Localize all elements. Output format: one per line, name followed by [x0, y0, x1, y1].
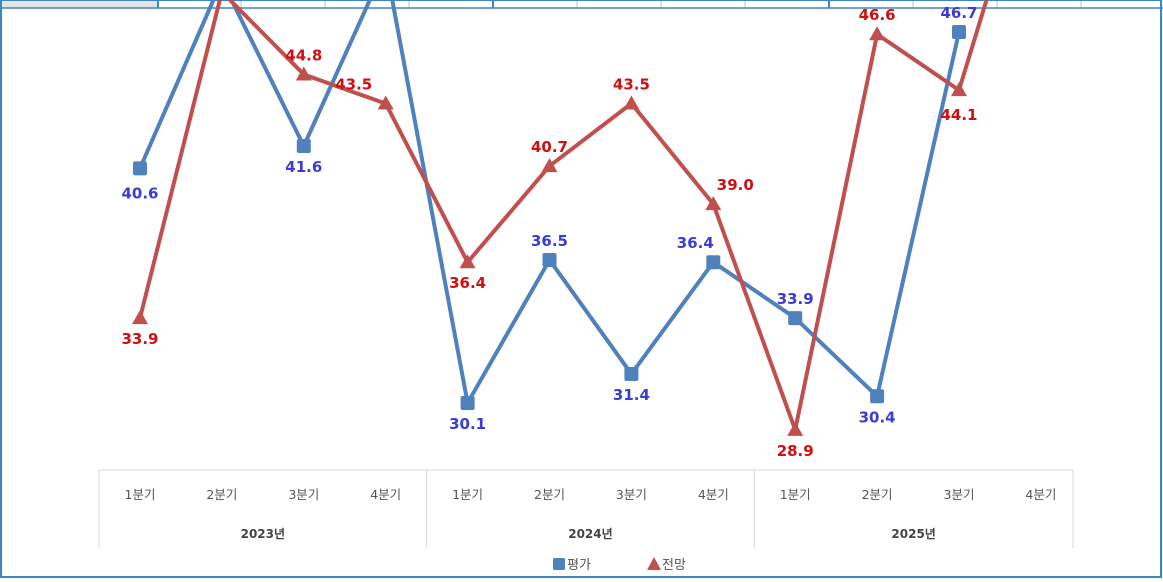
data-label: 28.9 — [777, 442, 814, 460]
x-tick-label: 1분기 — [452, 487, 483, 502]
x-tick-label: 1분기 — [780, 487, 811, 502]
data-label: 36.5 — [531, 232, 568, 250]
data-point-square — [133, 161, 147, 176]
legend-square-icon — [553, 558, 565, 570]
data-point-square — [870, 389, 885, 404]
legend-label: 평가 — [567, 558, 591, 573]
data-label: 40.6 — [121, 184, 158, 202]
header-strip-bg — [0, 0, 1163, 8]
data-point-triangle — [459, 254, 476, 269]
data-point-triangle — [705, 196, 722, 211]
data-label: 31.4 — [613, 386, 650, 404]
data-label: 44.8 — [285, 46, 322, 64]
x-tick-label: 4분기 — [698, 487, 729, 502]
data-point-triangle — [377, 95, 394, 110]
data-point-triangle — [132, 310, 148, 325]
x-tick-label: 3분기 — [616, 487, 647, 502]
legend-label: 전망 — [662, 558, 686, 573]
x-tick-label: 2분기 — [206, 487, 237, 502]
data-label: 46.7 — [940, 4, 977, 22]
data-point-triangle — [787, 421, 804, 436]
data-label: 36.4 — [677, 234, 714, 252]
series-line-forecast — [138, 0, 989, 432]
data-label: 36.4 — [449, 274, 486, 292]
data-label: 46.6 — [859, 6, 896, 24]
data-label: 44.1 — [940, 106, 977, 124]
data-point-triangle — [951, 82, 967, 97]
data-point-triangle — [869, 26, 886, 41]
legend-triangle-icon — [647, 557, 661, 570]
x-tick-label: 4분기 — [1025, 487, 1056, 502]
x-tick-label: 4분기 — [370, 487, 401, 502]
data-label: 39.0 — [717, 176, 754, 194]
data-point-square — [542, 252, 557, 267]
x-tick-label: 1분기 — [125, 487, 156, 502]
header-cell-selected — [0, 0, 158, 8]
data-label: 41.6 — [285, 158, 322, 176]
category-axis-table: 1분기 2분기 3분기 4분기 1분기 2분기 3분기 4분기 1분기 2분기 3분기 4분기 2023… — [98, 469, 1074, 548]
legend: 평가 전망 — [553, 557, 686, 573]
x-group-label: 2025년 — [891, 527, 935, 541]
x-tick-label: 3분기 — [288, 487, 319, 502]
data-point-triangle — [623, 95, 640, 110]
series-line-evaluation — [138, 0, 961, 405]
data-point-square — [788, 311, 803, 326]
data-point-square — [296, 138, 311, 153]
x-tick-label: 3분기 — [944, 487, 975, 502]
data-label: 30.1 — [449, 415, 486, 433]
data-point-triangle — [295, 66, 312, 81]
data-point-square — [624, 366, 639, 381]
spreadsheet-header-strip — [0, 0, 1163, 9]
data-label: 33.9 — [777, 290, 814, 308]
data-point-square — [706, 255, 721, 270]
data-labels: 40.649.041.649.730.136.531.436.433.930.4… — [121, 0, 977, 460]
data-label: 48.5 — [171, 0, 208, 2]
series-lines — [138, 0, 989, 432]
data-label: 30.4 — [859, 408, 896, 426]
data-label: 43.5 — [335, 76, 372, 94]
x-tick-label: 2분기 — [862, 487, 893, 502]
x-group-label: 2023년 — [241, 527, 285, 541]
series-markers — [132, 24, 967, 436]
data-label: 40.7 — [531, 138, 568, 156]
data-label: 33.9 — [121, 330, 158, 348]
x-group-label: 2024년 — [568, 527, 612, 541]
data-point-square — [460, 396, 475, 410]
data-label: 43.5 — [613, 76, 650, 94]
x-tick-label: 2분기 — [534, 487, 565, 502]
data-point-triangle — [541, 158, 558, 173]
data-point-square — [952, 24, 966, 39]
